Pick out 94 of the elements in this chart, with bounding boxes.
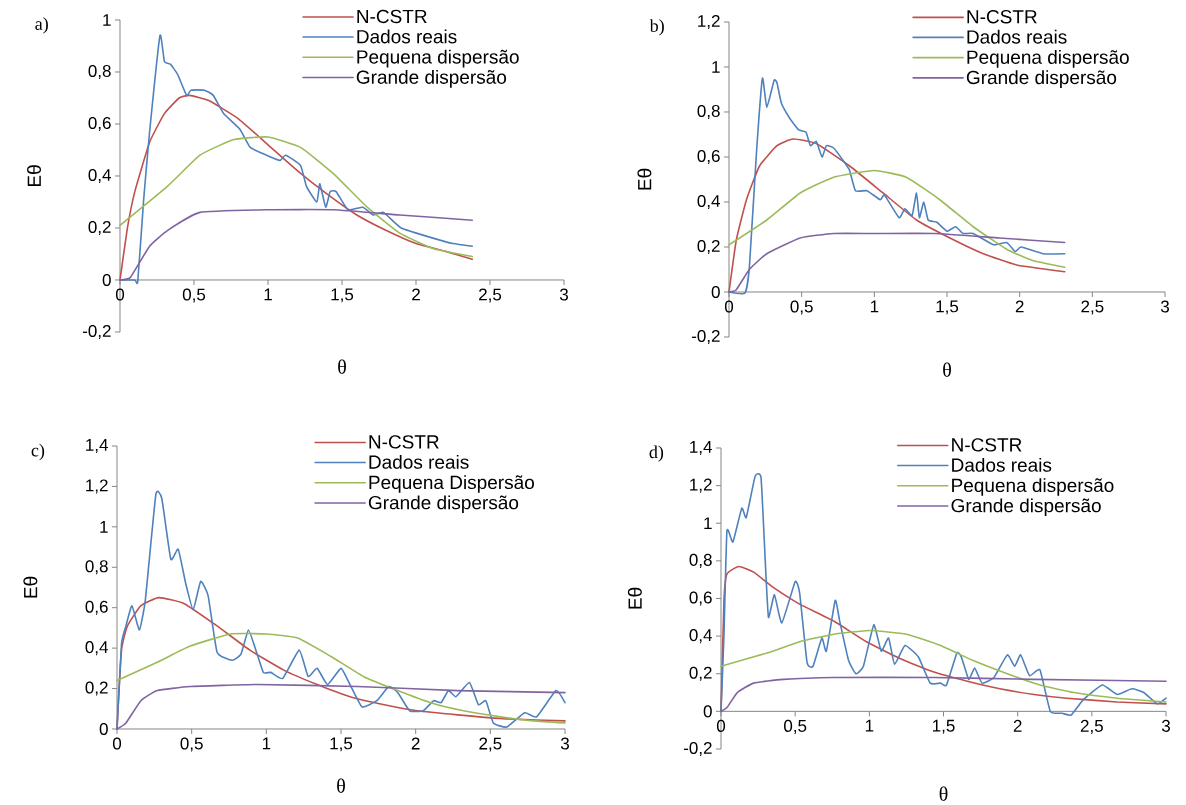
- text: d): [649, 445, 664, 462]
- legend-label: N-CSTR: [369, 435, 439, 449]
- x-tick-label: 1,5: [932, 719, 955, 734]
- x-tick-label: 2: [1015, 300, 1024, 313]
- legend-label: N-CSTR: [357, 9, 427, 24]
- y-tick-label: 1: [100, 520, 108, 533]
- line-series: [119, 208, 474, 281]
- legend-label: Pequena dispersão: [967, 50, 1129, 68]
- y-tick-label: 1,2: [86, 479, 108, 494]
- legend-label: Grande dispersão: [356, 69, 507, 88]
- x-tick-label: 1: [264, 288, 272, 301]
- legend-label: Pequena dispersão: [952, 478, 1114, 496]
- x-tick-label: 0,5: [180, 737, 203, 752]
- line-series: [119, 136, 474, 258]
- y-tick-label: 0: [703, 705, 712, 718]
- x-axis-title: θ: [338, 359, 346, 374]
- legend-label: Pequena Dispersão: [369, 475, 534, 493]
- legend-label: N-CSTR: [967, 10, 1037, 24]
- y-tick-label: 0,6: [85, 600, 108, 615]
- x-tick-label: 2,5: [1081, 300, 1104, 315]
- y-tick-label: 0,8: [85, 560, 108, 575]
- y-tick-label: 1: [103, 14, 111, 26]
- x-tick-label: 1,5: [330, 737, 353, 752]
- x-tick-label: 2,5: [479, 737, 502, 752]
- y-tick-label: 0,2: [88, 220, 111, 235]
- y-tick-label: 0,6: [697, 149, 720, 164]
- y-tick-label: 0,4: [689, 629, 712, 644]
- x-tick-label: 2,5: [1080, 719, 1103, 734]
- y-tick-label: -0,2: [683, 741, 712, 756]
- y-tick-label: 1: [704, 517, 712, 530]
- x-tick-label: 0,5: [790, 300, 813, 315]
- x-tick-label: 3: [560, 737, 569, 750]
- y-axis-title: Eθ: [637, 168, 652, 190]
- line-series: [728, 232, 1066, 293]
- x-tick-label: 2: [411, 737, 420, 750]
- x-tick-label: 3: [1160, 300, 1169, 313]
- x-tick-label: 1: [865, 719, 874, 732]
- y-tick-label: 0,2: [689, 666, 712, 681]
- y-axis-title: Eθ: [627, 587, 642, 609]
- legend-label: Dados reais: [357, 29, 457, 44]
- line-series: [119, 94, 474, 281]
- legend-label: Grande dispersão: [951, 498, 1101, 517]
- y-tick-label: 0,6: [88, 116, 111, 131]
- x-tick-label: 1: [870, 300, 879, 313]
- y-tick-label: 0: [102, 273, 111, 287]
- y-tick-label: 0,2: [85, 681, 108, 696]
- line-series: [728, 169, 1066, 269]
- y-tick-label: -0,2: [82, 324, 111, 339]
- x-axis-title: θ: [337, 778, 345, 793]
- legend-label: Dados reais: [369, 454, 469, 469]
- y-tick-label: 1,4: [690, 441, 712, 455]
- y-tick-label: 1,2: [690, 478, 712, 493]
- x-axis-title: θ: [943, 362, 951, 377]
- legend-label: N-CSTR: [952, 438, 1022, 452]
- x-tick-label: 0: [112, 737, 122, 750]
- y-tick-label: 0,8: [689, 553, 712, 568]
- x-tick-label: 2,5: [479, 288, 502, 303]
- text: a): [35, 17, 48, 34]
- x-tick-label: 3: [559, 288, 568, 301]
- y-tick-label: -0,2: [691, 329, 720, 344]
- line-series: [720, 629, 1167, 703]
- x-tick-label: 3: [1161, 719, 1170, 732]
- y-tick-label: 0,6: [689, 591, 712, 606]
- legend-label: Grande dispersão: [368, 495, 519, 514]
- legend-label: Dados reais: [952, 457, 1052, 472]
- line-series: [116, 632, 566, 724]
- line-series: [728, 138, 1066, 293]
- y-tick-label: 0,8: [697, 104, 720, 119]
- x-tick-label: 0,5: [182, 288, 206, 303]
- x-axis-title: θ: [939, 786, 948, 801]
- y-tick-label: 0,4: [697, 194, 720, 209]
- text: b): [649, 19, 664, 36]
- y-tick-label: 1: [712, 61, 720, 73]
- y-axis-title: Eθ: [27, 165, 42, 187]
- legend-label: Grande dispersão: [966, 70, 1117, 88]
- x-tick-label: 0: [724, 300, 734, 313]
- x-tick-label: 0,5: [784, 719, 807, 734]
- line-series: [720, 676, 1167, 713]
- y-tick-label: 1,4: [86, 439, 108, 453]
- x-tick-label: 1,5: [331, 288, 354, 303]
- text: c): [31, 443, 45, 461]
- y-tick-label: 0,8: [88, 64, 111, 79]
- y-tick-label: 0,4: [88, 168, 111, 183]
- x-tick-label: 2: [1013, 719, 1022, 732]
- x-tick-label: 2: [412, 288, 420, 301]
- legend-label: Dados reais: [967, 29, 1067, 44]
- x-tick-label: 0: [115, 288, 125, 301]
- x-tick-label: 1,5: [936, 300, 959, 315]
- y-tick-label: 0,4: [85, 641, 108, 656]
- y-tick-label: 0,2: [697, 239, 720, 254]
- y-axis-title: Eθ: [23, 576, 38, 598]
- y-tick-label: 1,2: [698, 14, 720, 29]
- x-tick-label: 1: [262, 737, 271, 750]
- legend-label: Pequena dispersão: [357, 49, 519, 68]
